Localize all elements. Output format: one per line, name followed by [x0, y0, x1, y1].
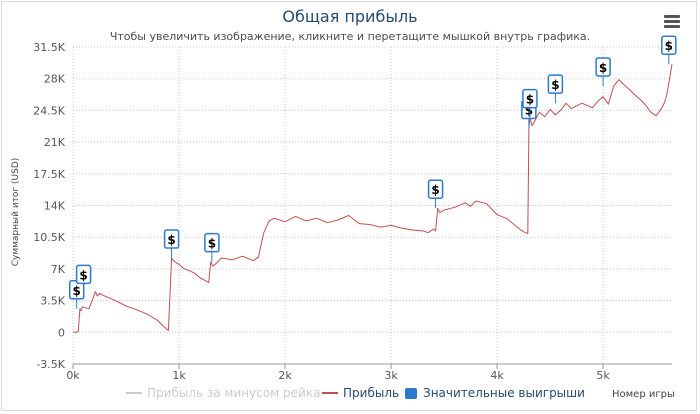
big-win-flag[interactable]: $	[547, 74, 564, 104]
legend-label: Прибыль	[343, 386, 400, 400]
dollar-icon: $	[665, 39, 673, 53]
dollar-icon: $	[526, 93, 534, 107]
big-win-flag[interactable]: $	[163, 229, 180, 259]
x-tick-label: 3k	[384, 369, 398, 382]
legend-item-net-profit[interactable]: Прибыль за минусом рейка	[126, 386, 320, 400]
y-tick-label: -3.5K	[36, 358, 65, 371]
y-tick-label: 0	[58, 326, 65, 339]
legend-swatch	[405, 387, 417, 399]
chart-title: Общая прибыль	[282, 7, 418, 26]
big-win-flag[interactable]: $	[68, 280, 85, 309]
dollar-icon: $	[73, 284, 81, 298]
y-tick-label: 24.5K	[33, 104, 65, 117]
y-tick-label: 28K	[44, 73, 66, 86]
big-win-flag-box	[595, 57, 611, 77]
big-win-flag[interactable]: $	[75, 264, 92, 294]
y-tick-label: 21K	[44, 136, 66, 149]
big-win-flag[interactable]: $	[522, 88, 538, 118]
dollar-icon: $	[551, 78, 559, 92]
dollar-icon: $	[431, 183, 439, 197]
hamburger-menu-icon[interactable]	[664, 15, 680, 29]
big-win-flag-box	[427, 179, 444, 199]
big-win-flag-box	[75, 264, 92, 285]
x-axis-title: Номер игры	[612, 389, 675, 400]
y-tick-label: 10.5K	[33, 231, 65, 244]
y-tick-label: 14K	[44, 200, 66, 213]
dollar-icon: $	[599, 61, 607, 75]
chart-legend: Прибыль за минусом рейка Прибыль Значите…	[0, 386, 700, 404]
y-tick-label: 7K	[51, 263, 66, 276]
y-tick-label: 3.5K	[40, 295, 65, 308]
x-tick-label: 0k	[66, 369, 80, 382]
x-tick-label: 4k	[490, 369, 504, 382]
legend-swatch	[126, 392, 142, 394]
big-win-flag[interactable]: $	[661, 35, 677, 65]
big-win-flag-box	[661, 35, 677, 55]
legend-item-big-wins[interactable]: Значительные выигрыши	[405, 386, 585, 400]
big-win-flag-box	[163, 229, 180, 249]
legend-item-profit[interactable]: Прибыль	[322, 386, 399, 400]
big-win-flag-box	[204, 232, 220, 253]
x-tick-label: 2k	[278, 369, 292, 382]
x-tick-label: 1k	[172, 369, 186, 382]
big-win-flag[interactable]: $	[204, 232, 220, 262]
big-win-flag-box	[547, 74, 564, 94]
profit-series-line	[73, 64, 673, 333]
big-win-flag[interactable]: $	[427, 179, 444, 209]
chart-subtitle: Чтобы увеличить изображение, кликните и …	[109, 30, 591, 43]
legend-swatch	[322, 392, 338, 394]
y-tick-label: 31.5K	[33, 41, 65, 54]
legend-label: Прибыль за минусом рейка	[147, 386, 321, 400]
big-win-flag-box	[522, 88, 538, 109]
x-tick-label: 5k	[596, 369, 610, 382]
dollar-icon: $	[525, 104, 533, 118]
y-tick-label: 17.5K	[33, 168, 65, 181]
y-axis-title: Суммарный итог (USD)	[11, 158, 21, 267]
big-win-flag[interactable]: $	[595, 57, 611, 86]
dollar-icon: $	[167, 233, 175, 247]
dollar-icon: $	[208, 237, 216, 251]
dollar-icon: $	[79, 268, 87, 282]
legend-label: Значительные выигрыши	[423, 386, 585, 400]
